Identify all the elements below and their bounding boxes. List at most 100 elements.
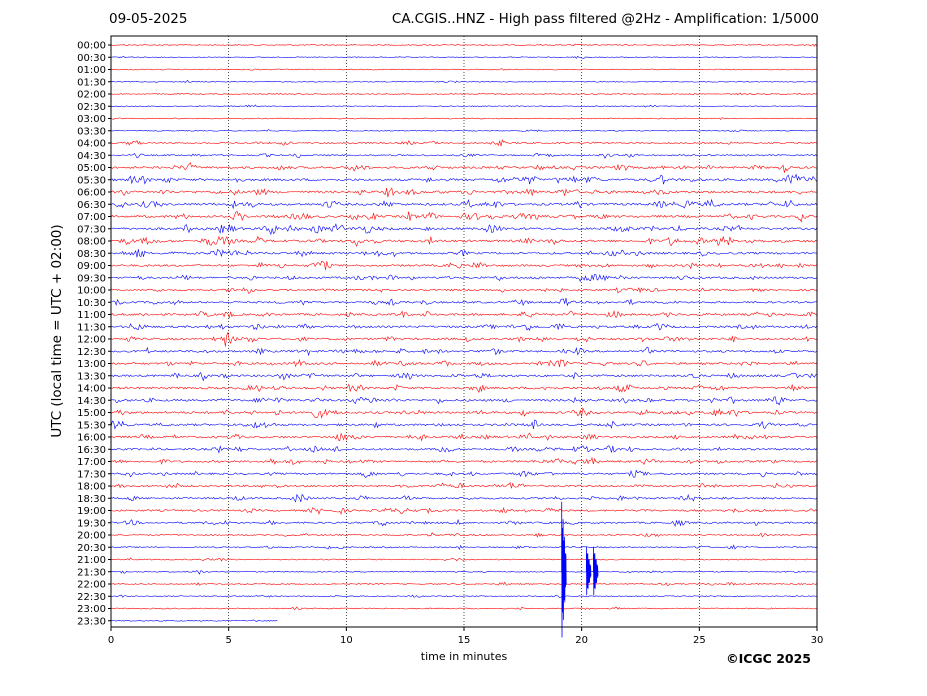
seismic-trace-10:00 — [110, 287, 818, 294]
seismic-trace-01:00 — [110, 68, 817, 71]
seismic-trace-15:30 — [110, 419, 817, 430]
seismic-traces — [110, 43, 818, 638]
seismic-trace-19:30 — [110, 518, 818, 527]
row-time-label: 07:00 — [77, 212, 106, 223]
row-time-label: 16:00 — [77, 433, 106, 444]
row-time-label: 12:30 — [77, 347, 106, 358]
x-axis-ticks: 0 5 10 15 20 25 30 — [108, 627, 824, 646]
seismic-trace-09:30 — [110, 273, 818, 283]
row-time-label: 01:30 — [77, 77, 106, 88]
row-time-label: 14:30 — [77, 396, 106, 407]
seismic-trace-19:00 — [110, 506, 818, 515]
x-tick-label: 30 — [811, 635, 824, 646]
row-time-label: 22:30 — [77, 592, 106, 603]
seismic-trace-23:30 — [110, 619, 278, 622]
row-time-label: 00:00 — [77, 41, 106, 52]
row-time-label: 11:00 — [77, 310, 106, 321]
seismic-trace-16:00 — [110, 432, 818, 442]
x-tick-label: 20 — [575, 635, 588, 646]
seismic-trace-17:30 — [110, 469, 818, 479]
seismic-trace-16:30 — [110, 445, 818, 454]
seismic-trace-03:00 — [110, 117, 817, 120]
earthquake-event-trace — [561, 501, 567, 638]
row-time-label: 08:00 — [77, 237, 106, 248]
seismic-trace-15:00 — [110, 407, 817, 419]
row-time-label: 18:30 — [77, 494, 106, 505]
row-time-label: 20:00 — [77, 531, 106, 542]
seismic-trace-05:00 — [110, 161, 817, 173]
row-time-label: 21:00 — [77, 555, 106, 566]
seismic-trace-14:00 — [110, 383, 818, 393]
row-time-label: 17:30 — [77, 469, 106, 480]
seismic-trace-09:00 — [110, 260, 818, 270]
seismic-trace-08:00 — [110, 235, 817, 247]
seismic-trace-18:30 — [110, 493, 818, 503]
row-time-label: 07:30 — [77, 224, 106, 235]
row-time-label: 20:30 — [77, 543, 106, 554]
row-time-label: 23:00 — [77, 604, 106, 615]
row-time-label: 19:30 — [77, 518, 106, 529]
seismic-trace-18:00 — [110, 481, 817, 489]
row-time-label: 06:00 — [77, 188, 106, 199]
row-time-label: 11:30 — [77, 322, 106, 333]
row-time-label: 23:30 — [77, 616, 106, 627]
seismic-trace-10:30 — [110, 297, 817, 307]
seismic-trace-11:30 — [110, 322, 818, 331]
seismic-trace-06:30 — [110, 198, 818, 210]
seismic-trace-06:00 — [110, 187, 817, 198]
row-time-label: 09:30 — [77, 273, 106, 284]
row-time-label: 05:30 — [77, 175, 106, 186]
seismic-trace-07:00 — [110, 210, 818, 223]
seismic-trace-14:30 — [110, 396, 818, 406]
seismic-trace-22:00 — [110, 581, 818, 586]
seismic-trace-21:00 — [110, 557, 817, 562]
x-tick-label: 25 — [693, 635, 706, 646]
row-time-label: 15:00 — [77, 408, 106, 419]
seismic-trace-11:00 — [110, 309, 818, 319]
seismic-trace-20:30 — [110, 544, 818, 551]
row-time-label: 13:00 — [77, 359, 106, 370]
row-time-label: 17:00 — [77, 457, 106, 468]
seismic-trace-23:00 — [110, 606, 817, 611]
seismic-trace-08:30 — [110, 248, 817, 258]
seismic-trace-12:30 — [110, 346, 818, 357]
row-time-label: 05:00 — [77, 163, 106, 174]
row-time-label: 06:30 — [77, 200, 106, 211]
row-time-label: 21:30 — [77, 567, 106, 578]
row-time-label: 12:00 — [77, 335, 106, 346]
x-tick-label: 15 — [458, 635, 471, 646]
seismic-trace-00:00 — [110, 43, 818, 47]
row-time-label: 22:00 — [77, 580, 106, 591]
seismic-trace-20:00 — [111, 532, 818, 538]
row-time-label: 04:00 — [77, 139, 106, 150]
seismic-trace-07:30 — [110, 223, 818, 236]
row-time-label: 16:30 — [77, 445, 106, 456]
plot-frame — [110, 35, 818, 628]
row-time-label: 00:30 — [77, 53, 106, 64]
seismic-trace-00:30 — [110, 55, 817, 59]
row-time-label: 08:30 — [77, 249, 106, 260]
row-time-label: 18:00 — [77, 482, 106, 493]
row-time-label: 14:00 — [77, 384, 106, 395]
row-time-label: 02:00 — [77, 90, 106, 101]
row-time-label: 10:00 — [77, 286, 106, 297]
earthquake-event-trace — [593, 546, 599, 596]
seismic-trace-22:30 — [111, 594, 817, 599]
seismic-trace-01:30 — [110, 79, 817, 84]
row-time-label: 03:00 — [77, 114, 106, 125]
row-time-label: 04:30 — [77, 151, 106, 162]
x-axis-label: time in minutes — [420, 650, 508, 663]
seismic-trace-03:30 — [110, 129, 817, 133]
x-tick-label: 10 — [340, 635, 353, 646]
x-tick-label: 0 — [108, 635, 114, 646]
seismic-trace-13:30 — [110, 371, 818, 382]
copyright-label: ©ICGC 2025 — [726, 651, 811, 666]
row-time-label: 03:30 — [77, 126, 106, 137]
seismic-trace-04:30 — [110, 153, 818, 159]
date-label: 09-05-2025 — [109, 11, 188, 27]
chart-title: CA.CGIS..HNZ - High pass filtered @2Hz -… — [391, 11, 819, 27]
seismic-trace-13:00 — [110, 358, 818, 368]
grid-lines — [228, 36, 700, 627]
row-time-label: 10:30 — [77, 298, 106, 309]
row-time-label: 19:00 — [77, 506, 106, 517]
